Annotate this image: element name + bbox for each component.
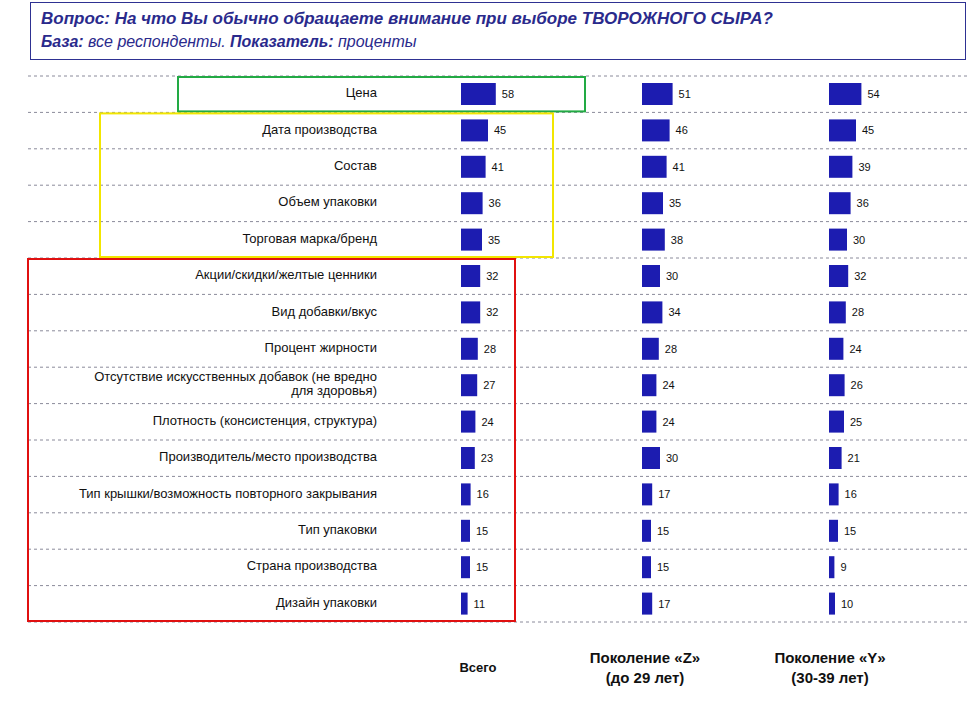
svg-text:17: 17	[658, 598, 670, 610]
svg-text:11: 11	[474, 598, 485, 610]
svg-text:Дизайн упаковки: Дизайн упаковки	[276, 595, 377, 610]
svg-text:Плотность (консистенция, струк: Плотность (консистенция, структура)	[153, 413, 377, 428]
html-text:Поколение «Y»: Поколение «Y»	[774, 649, 886, 666]
svg-text:Процент жирности: Процент жирности	[265, 340, 377, 355]
svg-text:24: 24	[849, 343, 861, 355]
svg-text:15: 15	[844, 525, 856, 537]
svg-text:58: 58	[502, 88, 514, 100]
html-text:Вопрос: На что Вы обычно обращ: Вопрос: На что Вы обычно обращаете внима…	[41, 9, 773, 28]
svg-text:15: 15	[476, 561, 488, 573]
svg-text:Отсутствие искусственных добав: Отсутствие искусственных добавок (не вре…	[94, 370, 377, 399]
svg-text:16: 16	[845, 488, 857, 500]
svg-text:Объем упаковки: Объем упаковки	[278, 195, 377, 210]
svg-text:46: 46	[676, 124, 688, 136]
svg-text:Тип крышки/возможность повторн: Тип крышки/возможность повторного закрыв…	[79, 486, 377, 501]
svg-text:9: 9	[840, 561, 846, 573]
svg-text:38: 38	[671, 234, 683, 246]
svg-text:28: 28	[484, 343, 496, 355]
svg-text:45: 45	[862, 124, 874, 136]
svg-text:15: 15	[657, 525, 669, 537]
svg-text:Страна производства: Страна производства	[247, 559, 378, 574]
html-text:База: все респонденты. Показат: База: все респонденты. Показатель: проце…	[41, 33, 417, 50]
svg-text:32: 32	[486, 306, 498, 318]
svg-text:35: 35	[669, 197, 681, 209]
svg-text:41: 41	[492, 161, 504, 173]
svg-text:Торговая марка/бренд: Торговая марка/бренд	[242, 231, 377, 246]
html-text:(30-39 лет): (30-39 лет)	[791, 669, 869, 686]
svg-text:32: 32	[854, 270, 866, 282]
html-text:(до 29 лет): (до 29 лет)	[605, 669, 685, 686]
html-text:Всего: Всего	[459, 660, 497, 675]
svg-text:17: 17	[658, 488, 670, 500]
svg-text:27: 27	[483, 379, 495, 391]
svg-text:36: 36	[857, 197, 869, 209]
svg-text:35: 35	[488, 234, 500, 246]
svg-text:45: 45	[494, 124, 506, 136]
svg-text:24: 24	[662, 379, 674, 391]
svg-text:26: 26	[851, 379, 863, 391]
svg-text:23: 23	[481, 452, 493, 464]
svg-text:Дата производства: Дата производства	[262, 122, 378, 137]
svg-text:24: 24	[662, 416, 674, 428]
svg-text:21: 21	[848, 452, 860, 464]
svg-text:30: 30	[666, 270, 678, 282]
svg-text:36: 36	[489, 197, 501, 209]
svg-text:Производитель/место производст: Производитель/место производства	[159, 450, 378, 465]
svg-text:41: 41	[673, 161, 685, 173]
svg-text:Тип упаковки: Тип упаковки	[298, 522, 377, 537]
svg-text:Вид добавки/вкус: Вид добавки/вкус	[272, 304, 378, 319]
svg-text:Цена: Цена	[346, 86, 378, 101]
svg-text:10: 10	[841, 598, 853, 610]
svg-text:32: 32	[486, 270, 498, 282]
svg-text:28: 28	[665, 343, 677, 355]
svg-text:16: 16	[477, 488, 489, 500]
svg-text:54: 54	[867, 88, 879, 100]
svg-text:34: 34	[668, 306, 680, 318]
svg-text:30: 30	[853, 234, 865, 246]
svg-text:51: 51	[679, 88, 691, 100]
html-text:Поколение «Z»: Поколение «Z»	[589, 649, 701, 666]
svg-text:24: 24	[481, 416, 493, 428]
svg-text:39: 39	[858, 161, 870, 173]
svg-text:Акции/скидки/желтые ценники: Акции/скидки/желтые ценники	[195, 268, 377, 283]
svg-text:15: 15	[476, 525, 488, 537]
svg-text:Состав: Состав	[334, 158, 377, 173]
svg-text:25: 25	[850, 416, 862, 428]
svg-text:28: 28	[852, 306, 864, 318]
svg-text:30: 30	[666, 452, 678, 464]
svg-text:15: 15	[657, 561, 669, 573]
